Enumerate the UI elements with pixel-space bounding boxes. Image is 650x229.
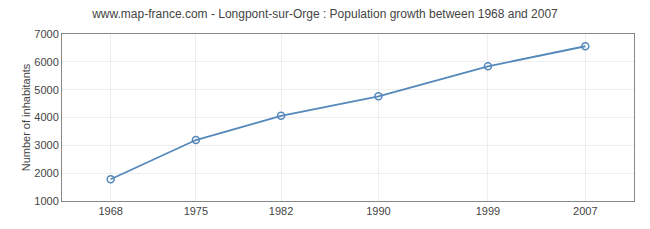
svg-text:6000: 6000 <box>34 56 58 68</box>
svg-text:www.map-france.com - Longpont-: www.map-france.com - Longpont-sur-Orge :… <box>91 7 558 21</box>
svg-text:3000: 3000 <box>34 139 58 151</box>
svg-text:1982: 1982 <box>269 205 293 217</box>
svg-text:2000: 2000 <box>34 167 58 179</box>
svg-text:1000: 1000 <box>34 195 58 207</box>
svg-text:2007: 2007 <box>573 205 597 217</box>
svg-text:1999: 1999 <box>476 205 500 217</box>
svg-text:1975: 1975 <box>184 205 208 217</box>
svg-text:7000: 7000 <box>34 28 58 40</box>
svg-text:5000: 5000 <box>34 84 58 96</box>
svg-text:1968: 1968 <box>98 205 122 217</box>
svg-text:1990: 1990 <box>366 205 390 217</box>
svg-text:4000: 4000 <box>34 111 58 123</box>
svg-text:Number of inhabitants: Number of inhabitants <box>20 63 32 171</box>
